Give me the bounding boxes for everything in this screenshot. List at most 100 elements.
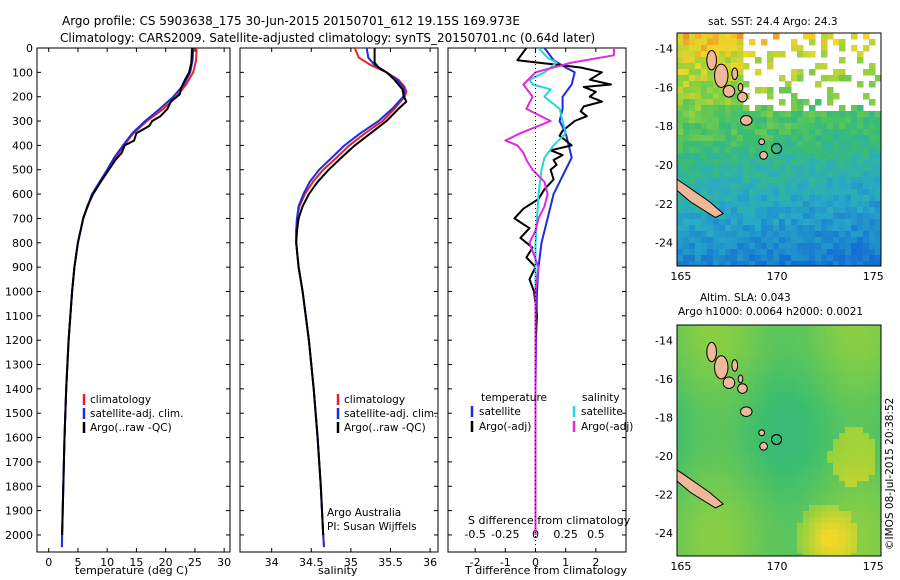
map-cell bbox=[713, 427, 720, 434]
map-cell bbox=[797, 141, 804, 148]
map-cell bbox=[683, 469, 690, 476]
map-cell bbox=[827, 535, 834, 542]
map-cell bbox=[749, 219, 756, 226]
map-cell bbox=[827, 123, 834, 130]
map-cell bbox=[815, 493, 822, 500]
map-cell bbox=[845, 195, 852, 202]
map-cell bbox=[833, 529, 840, 536]
map-cell bbox=[821, 511, 828, 518]
map-cell bbox=[767, 111, 774, 118]
map-cell bbox=[785, 81, 792, 88]
map-cell bbox=[791, 553, 798, 556]
map-cell bbox=[767, 57, 774, 64]
map-cell bbox=[737, 183, 744, 190]
map-cell bbox=[857, 499, 864, 506]
map-cell bbox=[737, 147, 744, 154]
map-cell bbox=[851, 225, 858, 232]
map-cell bbox=[707, 553, 714, 556]
map-cell bbox=[845, 517, 852, 524]
map-cell bbox=[875, 231, 881, 238]
map-cell bbox=[719, 153, 726, 160]
map-cell bbox=[761, 373, 768, 380]
map-cell bbox=[761, 129, 768, 136]
map-cell bbox=[755, 469, 762, 476]
map-cell bbox=[713, 147, 720, 154]
map-cell bbox=[737, 249, 744, 256]
map-cell bbox=[767, 117, 774, 124]
map-cell bbox=[707, 427, 714, 434]
map-cell bbox=[839, 379, 846, 386]
map-cell bbox=[875, 249, 881, 256]
map-cell bbox=[755, 255, 762, 262]
map-cell bbox=[803, 373, 810, 380]
map-cell bbox=[677, 57, 684, 64]
map-x-tick-label: 170 bbox=[767, 560, 788, 573]
map-cell bbox=[809, 475, 816, 482]
map-cell bbox=[791, 487, 798, 494]
map-cell bbox=[695, 219, 702, 226]
map-cell bbox=[683, 331, 690, 338]
map-cell bbox=[689, 343, 696, 350]
map-cell bbox=[833, 553, 840, 556]
map-cell bbox=[803, 511, 810, 518]
map-cell bbox=[713, 481, 720, 488]
map-cell bbox=[695, 189, 702, 196]
map-cell bbox=[695, 337, 702, 344]
map-cell bbox=[779, 433, 786, 440]
map-cell bbox=[845, 147, 852, 154]
map-cell bbox=[689, 433, 696, 440]
map-cell bbox=[683, 45, 690, 52]
map-cell bbox=[785, 391, 792, 398]
credit-line2: PI: Susan Wijffels bbox=[327, 521, 417, 533]
map-cell bbox=[791, 261, 798, 266]
map-cell bbox=[875, 367, 881, 374]
map-cell bbox=[803, 249, 810, 256]
map-cell bbox=[785, 367, 792, 374]
map-cell bbox=[815, 201, 822, 208]
map-cell bbox=[797, 237, 804, 244]
map-cell bbox=[821, 39, 828, 46]
map-cell bbox=[773, 529, 780, 536]
map-cell bbox=[851, 535, 858, 542]
map-cell bbox=[815, 237, 822, 244]
map-cell bbox=[677, 403, 684, 410]
map-cell bbox=[677, 231, 684, 238]
map-cell bbox=[785, 541, 792, 548]
map-cell bbox=[833, 165, 840, 172]
map-cell bbox=[839, 183, 846, 190]
map-cell bbox=[737, 469, 744, 476]
map-cell bbox=[833, 487, 840, 494]
map-cell bbox=[779, 331, 786, 338]
map-cell bbox=[851, 445, 858, 452]
map-cell bbox=[797, 231, 804, 238]
map-cell bbox=[803, 409, 810, 416]
map-cell bbox=[803, 457, 810, 464]
map-cell bbox=[857, 207, 864, 214]
map-cell bbox=[875, 511, 881, 518]
map-cell bbox=[809, 499, 816, 506]
map-cell bbox=[767, 421, 774, 428]
map-cell bbox=[695, 439, 702, 446]
map-cell bbox=[719, 33, 726, 40]
map-cell bbox=[707, 391, 714, 398]
map-cell bbox=[791, 255, 798, 262]
map-cell bbox=[719, 415, 726, 422]
map-cell bbox=[731, 517, 738, 524]
map-cell bbox=[677, 153, 684, 160]
map-cell bbox=[875, 535, 881, 542]
map-cell bbox=[701, 397, 708, 404]
map-cell bbox=[695, 261, 702, 266]
map-cell bbox=[791, 225, 798, 232]
map-cell bbox=[875, 553, 881, 556]
map-cell bbox=[743, 529, 750, 536]
map-cell bbox=[833, 367, 840, 374]
map-cell bbox=[683, 517, 690, 524]
legend-sal-argo: Argo(-adj) bbox=[581, 421, 633, 433]
map-cell bbox=[767, 541, 774, 548]
map-cell bbox=[701, 225, 708, 232]
map-cell bbox=[773, 553, 780, 556]
map-cell bbox=[839, 529, 846, 536]
map-cell bbox=[713, 159, 720, 166]
map-cell bbox=[815, 123, 822, 130]
